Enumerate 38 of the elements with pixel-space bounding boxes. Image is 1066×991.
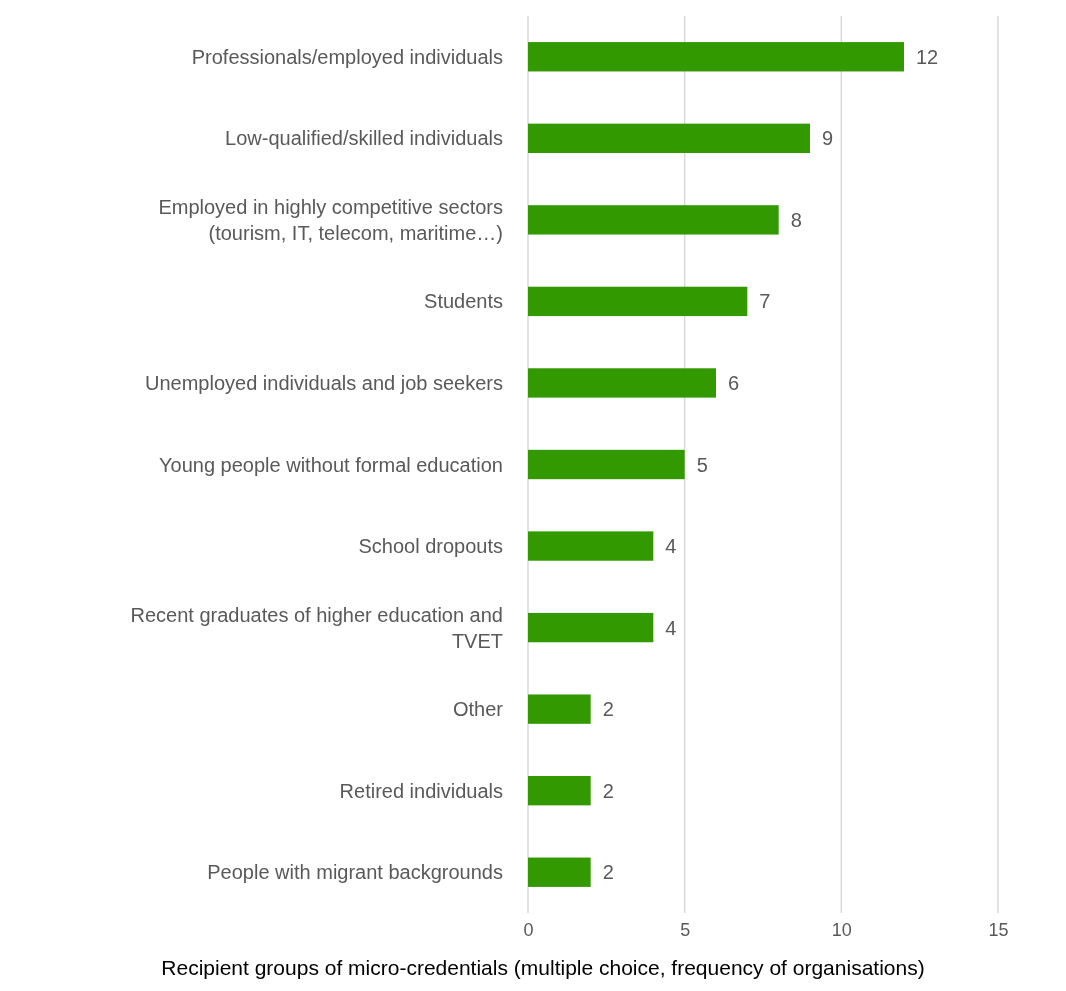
data-label: 5: [696, 453, 708, 476]
data-label: 7: [759, 290, 771, 313]
data-label: 2: [602, 779, 614, 802]
bar: [528, 612, 654, 643]
data-label: 4: [665, 535, 677, 558]
x-axis-title: Recipient groups of micro-credentials (multiple choice, frequency of organisations): [161, 956, 925, 979]
bar: [528, 368, 716, 398]
bar: [528, 857, 591, 887]
bar: [528, 531, 654, 561]
y-tick-label: Low-qualified/skilled individuals: [225, 127, 503, 150]
bar: [528, 42, 904, 72]
y-tick-label: School dropouts: [358, 535, 503, 558]
y-tick-label: Recent graduates of higher education and TVET: [130, 603, 503, 652]
x-tick-label: 0: [523, 919, 534, 940]
x-tick-label: 10: [831, 919, 852, 940]
bar: [528, 776, 591, 806]
y-tick-label: Professionals/employed individuals: [191, 45, 503, 68]
data-label: 8: [790, 208, 802, 231]
x-tick-label: 5: [680, 919, 691, 940]
bar: [528, 205, 779, 235]
y-tick-label: People with migrant backgrounds: [207, 861, 503, 884]
y-tick-label: Employed in highly competitive sectors (tourism, IT, telecom, maritime…): [158, 195, 503, 244]
y-tick-label: Unemployed individuals and job seekers: [145, 371, 503, 394]
data-label: 4: [665, 616, 677, 639]
bar: [528, 123, 810, 153]
bar: [528, 449, 685, 480]
data-label: 12: [916, 45, 939, 68]
y-tick-label: Other: [452, 698, 504, 721]
bar: [528, 694, 591, 724]
data-label: 9: [822, 127, 834, 150]
y-tick-label: Students: [424, 290, 503, 313]
y-tick-label: Young people without formal education: [159, 453, 503, 476]
data-label: 2: [602, 861, 614, 884]
bar: [528, 286, 748, 317]
data-label: 6: [728, 371, 740, 394]
x-tick-label: 15: [988, 919, 1009, 940]
data-label: 2: [602, 698, 614, 721]
y-tick-label: Retired individuals: [339, 779, 503, 802]
